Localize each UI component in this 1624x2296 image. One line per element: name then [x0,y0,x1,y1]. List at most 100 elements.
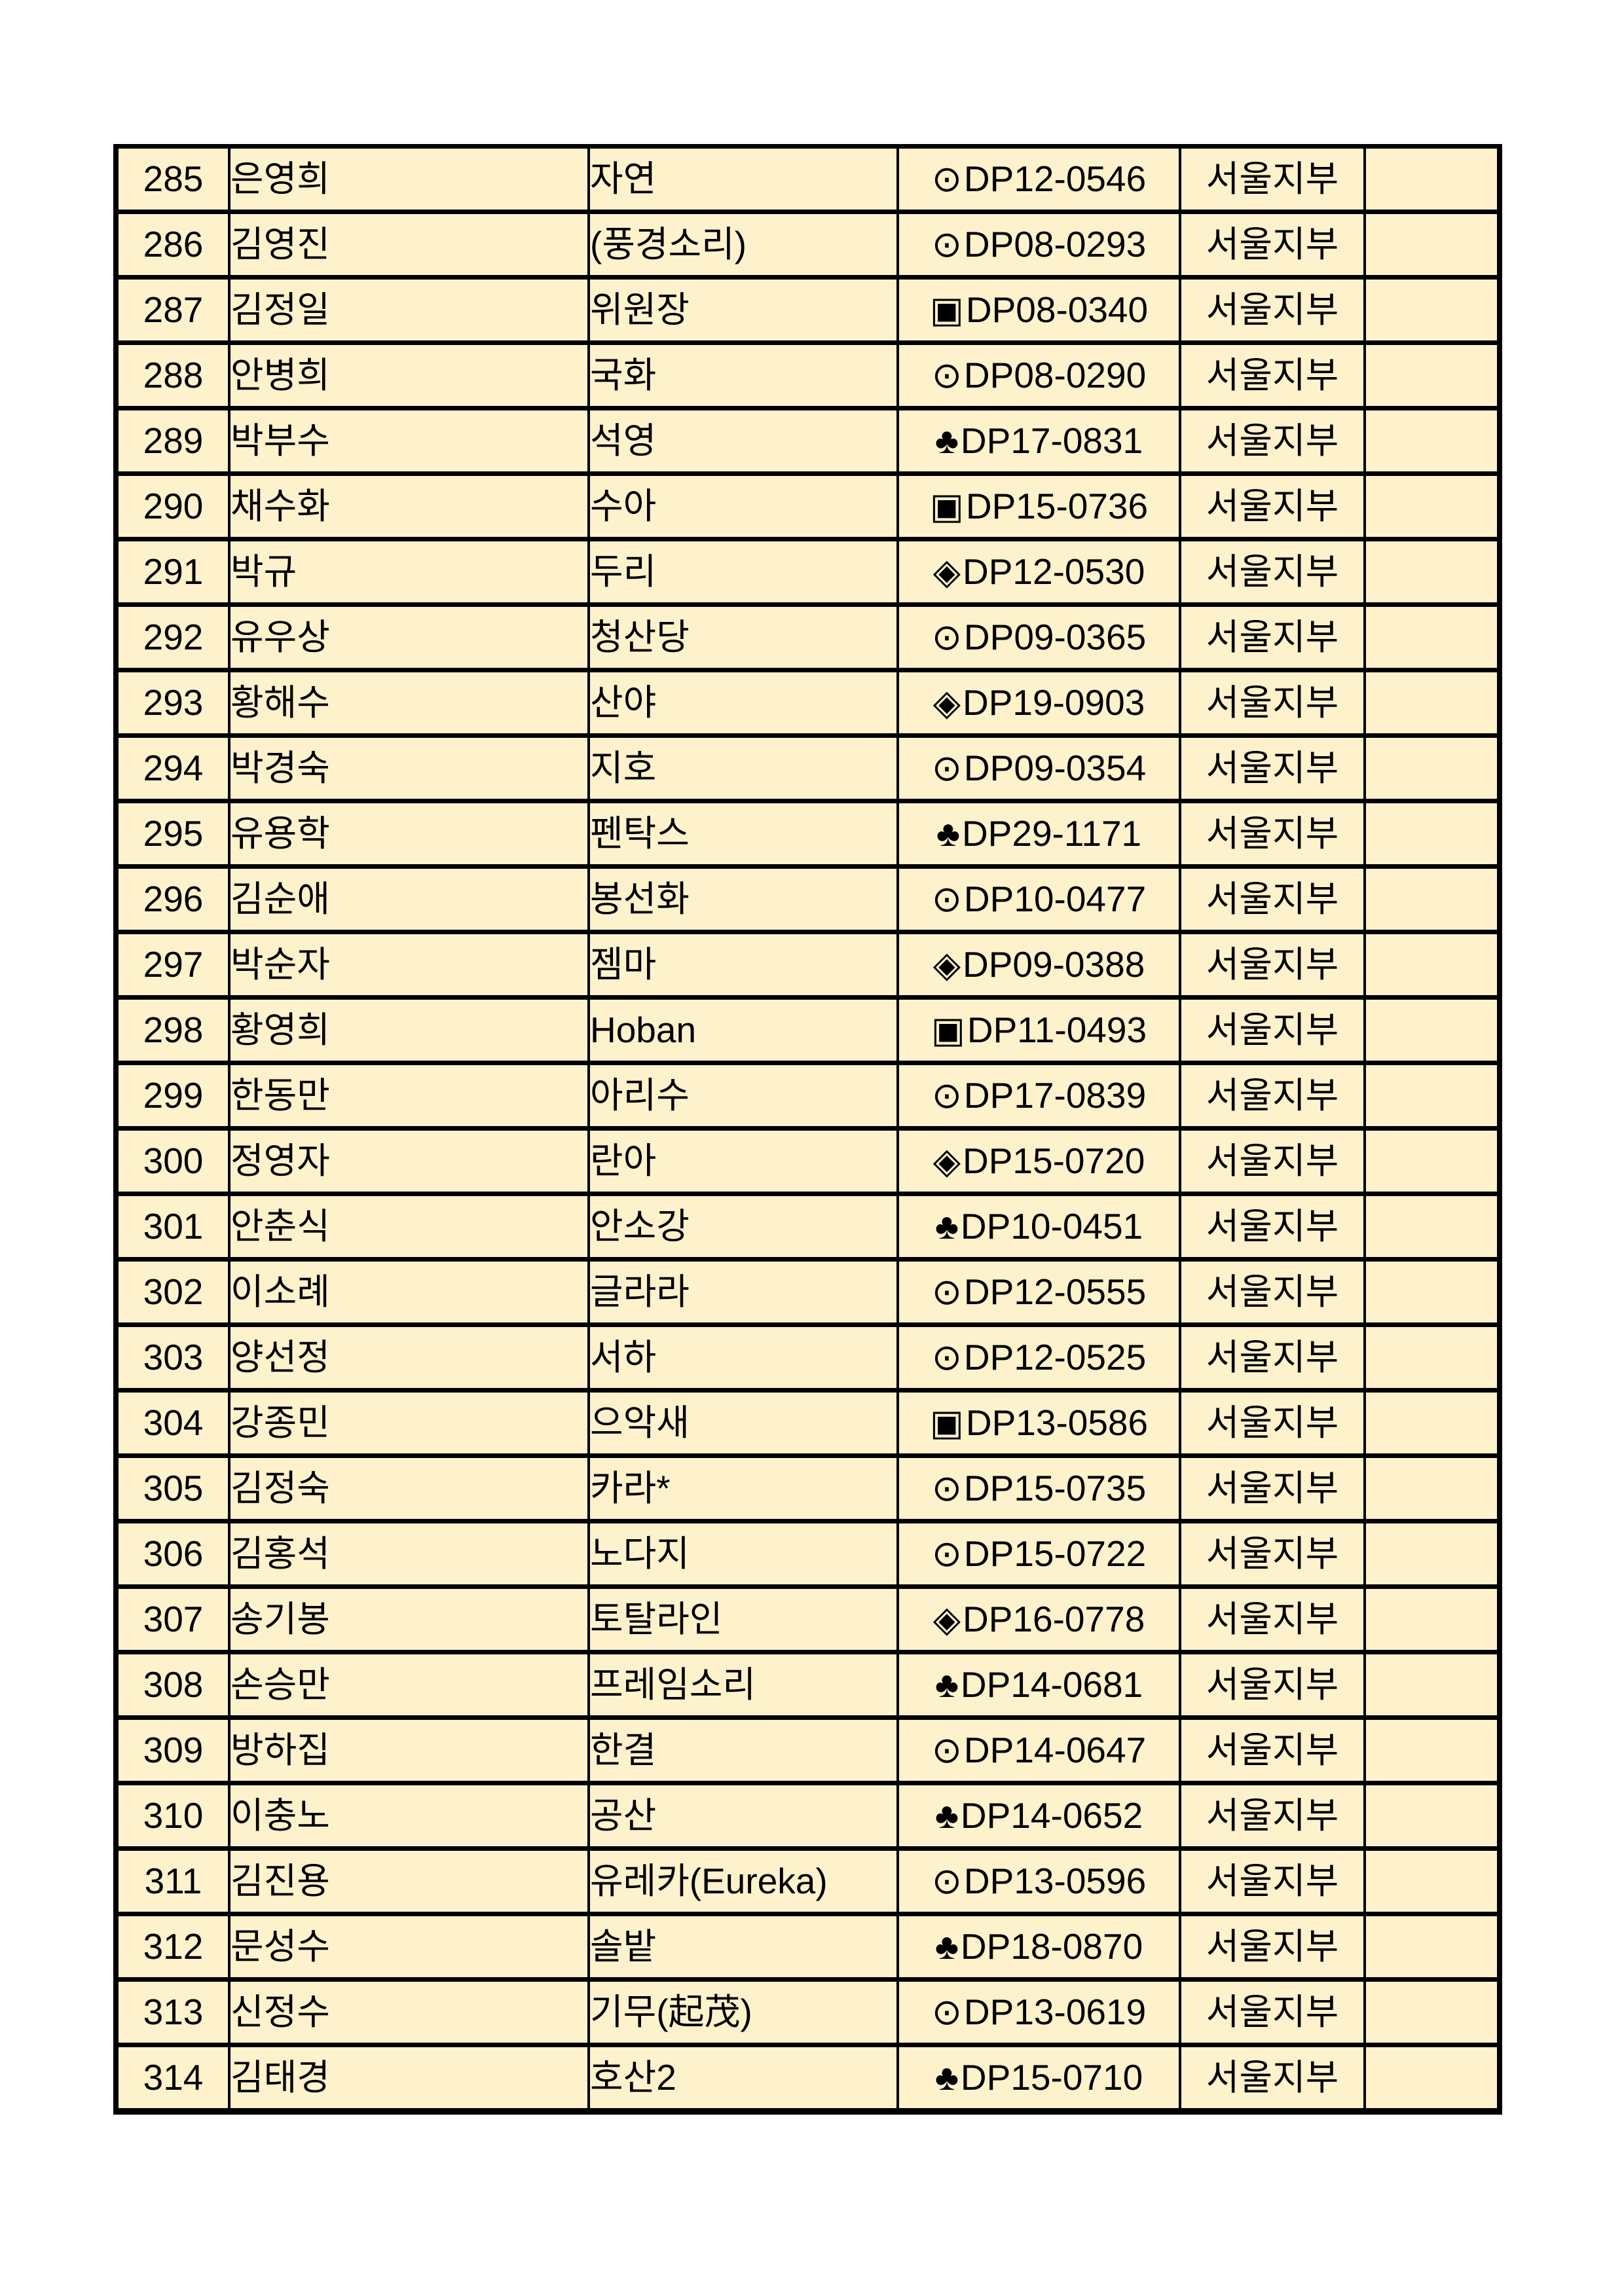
code-symbol-icon: ♣ [934,2057,959,2098]
cell-branch: 서울지부 [1179,930,1366,999]
cell-nickname: 란아 [587,1126,899,1195]
code-text: DP12-0546 [963,158,1147,199]
cell-note [1363,144,1501,213]
cell-no: 298 [115,995,231,1065]
cell-branch: 서울지부 [1179,668,1366,737]
cell-nickname: 글라라 [587,1257,899,1326]
code-text: DP08-0340 [965,289,1149,330]
cell-name: 유용학 [228,799,590,868]
table-row: 305 김정숙 카라* ⊙DP15-0735 서울지부 [115,1453,1501,1523]
cell-no: 294 [115,733,231,803]
cell-branch: 서울지부 [1179,1126,1366,1195]
cell-note [1363,340,1501,410]
cell-code: ⊙DP17-0839 [896,1061,1181,1130]
cell-branch: 서울지부 [1179,864,1366,934]
cell-branch: 서울지부 [1179,602,1366,672]
cell-branch: 서울지부 [1179,2043,1366,2113]
code-symbol-icon: ♣ [934,1795,959,1836]
code-symbol-icon: ♣ [934,1206,959,1247]
cell-branch: 서울지부 [1179,340,1366,410]
cell-branch: 서울지부 [1179,1584,1366,1654]
cell-branch: 서울지부 [1179,210,1366,279]
cell-name: 손승만 [228,1650,590,1719]
cell-nickname: 호산2 [587,2043,899,2113]
table-row: 301 안춘식 안소강 ♣DP10-0451 서울지부 [115,1192,1501,1261]
cell-code: ◈DP09-0388 [896,930,1181,999]
code-text: DP14-0647 [963,1730,1147,1770]
table-row: 306 김홍석 노다지 ⊙DP15-0722 서울지부 [115,1519,1501,1588]
cell-branch: 서울지부 [1179,1322,1366,1392]
cell-name: 안병희 [228,340,590,410]
table-body: 285 은영희 자연 ⊙DP12-0546 서울지부 286 김영진 (풍경소리… [115,144,1501,2113]
code-text: DP08-0290 [963,355,1147,395]
code-symbol-icon: ◈ [932,551,961,592]
cell-branch: 서울지부 [1179,1977,1366,2047]
cell-nickname: 으악새 [587,1388,899,1457]
cell-name: 황영희 [228,995,590,1065]
cell-note [1363,995,1501,1065]
cell-note [1363,275,1501,344]
cell-no: 285 [115,144,231,213]
cell-nickname: 산야 [587,668,899,737]
cell-code: ⊙DP08-0293 [896,210,1181,279]
cell-name: 양선정 [228,1322,590,1392]
cell-nickname: (풍경소리) [587,210,899,279]
cell-no: 301 [115,1192,231,1261]
cell-branch: 서울지부 [1179,144,1366,213]
cell-code: ♣DP14-0681 [896,1650,1181,1719]
code-text: DP09-0388 [963,944,1145,985]
code-text: DP13-0619 [963,1992,1147,2032]
cell-nickname: 토탈라인 [587,1584,899,1654]
cell-note [1363,1715,1501,1785]
cell-name: 안춘식 [228,1192,590,1261]
code-text: DP15-0722 [963,1533,1147,1574]
cell-nickname: 펜탁스 [587,799,899,868]
code-symbol-icon: ⊙ [931,1468,962,1508]
cell-branch: 서울지부 [1179,406,1366,475]
cell-no: 290 [115,471,231,541]
cell-code: ⊙DP12-0546 [896,144,1181,213]
cell-nickname: 유레카(Eureka) [587,1846,899,1916]
cell-branch: 서울지부 [1179,1781,1366,1850]
cell-code: ◈DP15-0720 [896,1126,1181,1195]
table-row: 300 정영자 란아 ◈DP15-0720 서울지부 [115,1126,1501,1195]
code-text: DP12-0555 [963,1271,1147,1312]
code-text: DP09-0354 [963,748,1147,788]
table-row: 286 김영진 (풍경소리) ⊙DP08-0293 서울지부 [115,210,1501,279]
code-text: DP09-0365 [963,617,1147,657]
code-text: DP14-0681 [960,1664,1143,1705]
cell-note [1363,1257,1501,1326]
cell-note [1363,471,1501,541]
code-symbol-icon: ◈ [932,944,961,985]
cell-note [1363,537,1501,606]
table-row: 310 이충노 공산 ♣DP14-0652 서울지부 [115,1781,1501,1850]
cell-code: ⊙DP13-0596 [896,1846,1181,1916]
cell-name: 김진용 [228,1846,590,1916]
code-text: DP11-0493 [967,1010,1147,1050]
cell-no: 303 [115,1322,231,1392]
code-symbol-icon: ⊙ [931,1861,962,1901]
cell-no: 297 [115,930,231,999]
cell-note [1363,1584,1501,1654]
cell-no: 305 [115,1453,231,1523]
cell-branch: 서울지부 [1179,1715,1366,1785]
cell-note [1363,799,1501,868]
code-symbol-icon: ⊙ [931,355,962,395]
code-text: DP17-0839 [963,1075,1147,1116]
cell-name: 박순자 [228,930,590,999]
cell-name: 신정수 [228,1977,590,2047]
cell-no: 293 [115,668,231,737]
cell-nickname: Hoban [587,995,899,1065]
table-row: 308 손승만 프레임소리 ♣DP14-0681 서울지부 [115,1650,1501,1719]
cell-note [1363,1519,1501,1588]
cell-name: 김정일 [228,275,590,344]
cell-branch: 서울지부 [1179,537,1366,606]
code-text: DP19-0903 [963,682,1145,723]
code-text: DP15-0735 [963,1468,1147,1508]
code-symbol-icon: ⊙ [931,224,962,264]
code-symbol-icon: ▣ [929,486,964,526]
cell-no: 296 [115,864,231,934]
cell-code: ⊙DP14-0647 [896,1715,1181,1785]
cell-name: 김정숙 [228,1453,590,1523]
cell-code: ⊙DP09-0354 [896,733,1181,803]
